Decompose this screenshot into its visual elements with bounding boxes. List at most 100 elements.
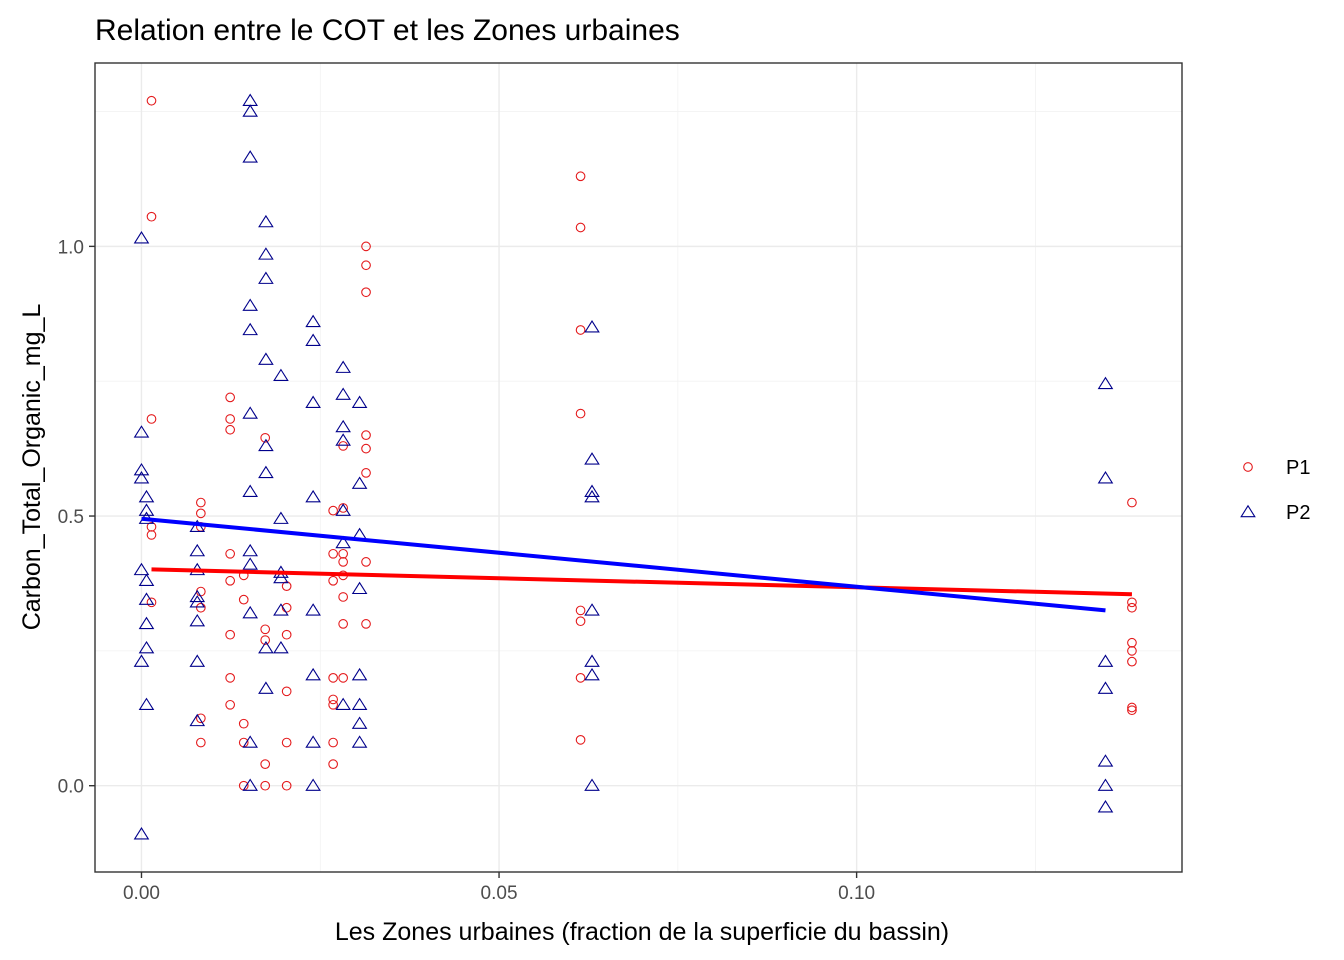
data-point-p2 (1097, 800, 1114, 813)
data-point-p2 (305, 489, 321, 503)
data-point-p2 (335, 433, 351, 446)
data-point-p2 (133, 562, 150, 576)
data-point-p2 (138, 697, 155, 711)
data-point-p1 (361, 260, 371, 271)
data-point-p2 (273, 640, 289, 654)
data-point-p2 (242, 298, 258, 311)
x-axis-title: Les Zones urbaines (fraction de la super… (335, 918, 949, 946)
data-point-p1 (225, 672, 236, 683)
data-point-p1 (225, 392, 236, 403)
data-point-p2 (258, 465, 274, 479)
data-point-p2 (584, 667, 600, 681)
data-point-p2 (133, 231, 150, 244)
data-point-p1 (361, 468, 371, 478)
data-point-p1 (575, 408, 586, 419)
data-point-p1 (575, 325, 586, 335)
data-point-p1 (361, 557, 371, 567)
data-point-p2 (242, 735, 258, 748)
data-point-p2 (258, 214, 274, 228)
data-point-p2 (242, 605, 258, 619)
data-point-p2 (584, 654, 600, 667)
data-point-p1 (146, 95, 157, 106)
data-point-p2 (189, 654, 206, 667)
data-point-p2 (351, 581, 368, 595)
data-point-p1 (1127, 646, 1137, 656)
data-point-p1 (260, 780, 271, 791)
data-point-p2 (273, 368, 289, 382)
y-tick-label: 0.0 (58, 777, 84, 798)
data-point-p2 (351, 735, 368, 748)
data-point-p2 (258, 352, 274, 365)
data-point-p2 (242, 484, 258, 497)
data-point-p1 (1127, 702, 1137, 713)
data-point-p1 (575, 605, 586, 616)
data-point-p1 (328, 575, 338, 586)
data-point-p1 (260, 432, 271, 443)
data-point-p1 (225, 548, 236, 559)
data-point-p2 (335, 697, 351, 711)
data-point-p2 (273, 570, 289, 584)
data-point-p2 (584, 452, 600, 465)
data-point-p2 (189, 613, 206, 627)
data-point-p2 (138, 616, 155, 630)
trend-line-p2 (141, 516, 1106, 613)
data-point-p2 (138, 592, 155, 605)
data-point-p2 (242, 406, 258, 419)
data-point-p2 (584, 778, 600, 791)
data-points (133, 93, 1137, 840)
data-point-p2 (242, 150, 258, 163)
data-point-p1 (281, 686, 292, 697)
data-point-p2 (351, 716, 368, 729)
legend-label-p2: P2 (1286, 502, 1310, 524)
data-point-p2 (242, 557, 258, 570)
data-point-p2 (584, 320, 600, 333)
data-point-p2 (258, 640, 274, 654)
grid (95, 63, 1182, 872)
data-point-p2 (351, 476, 368, 489)
data-point-p2 (189, 543, 206, 557)
data-point-p2 (258, 247, 274, 260)
y-tick-label: 0.5 (58, 507, 84, 528)
legend-key-p2 (1240, 504, 1256, 518)
data-point-p2 (335, 503, 351, 516)
data-point-p2 (584, 484, 600, 497)
axes: 0.00 0.05 0.10 0.0 0.5 1.0 (58, 237, 876, 904)
data-point-p1 (575, 171, 586, 182)
data-point-p1 (1127, 497, 1137, 508)
data-point-p1 (338, 441, 349, 451)
data-point-p2 (584, 489, 600, 503)
data-point-p2 (138, 640, 155, 654)
trend-line-p1 (151, 567, 1132, 597)
data-point-p2 (189, 713, 206, 727)
data-point-p2 (1097, 681, 1114, 694)
data-point-p2 (242, 322, 258, 336)
data-point-p1 (328, 548, 338, 559)
data-point-p2 (305, 735, 321, 748)
x-tick-label: 0.00 (123, 883, 160, 904)
y-axis-title: Carbon_Total_Organic_mg_L (18, 304, 46, 631)
data-point-p1 (328, 737, 338, 748)
data-point-p2 (133, 654, 150, 667)
data-point-p2 (1097, 376, 1114, 390)
data-point-p1 (338, 557, 349, 567)
data-point-p1 (328, 759, 338, 769)
data-point-p1 (195, 737, 206, 748)
x-tick-label: 0.10 (838, 883, 875, 904)
data-point-p2 (242, 93, 258, 106)
data-point-p2 (242, 778, 258, 791)
data-point-p1 (238, 718, 249, 729)
data-point-p2 (258, 271, 274, 284)
data-point-p1 (575, 616, 586, 627)
data-point-p2 (138, 573, 155, 586)
data-point-p1 (195, 497, 206, 508)
data-point-p1 (575, 222, 586, 233)
data-point-p1 (260, 635, 271, 645)
trend-lines (141, 516, 1132, 613)
data-point-p1 (260, 759, 271, 769)
data-point-p2 (351, 395, 368, 408)
data-point-p2 (305, 667, 321, 681)
data-point-p2 (133, 462, 150, 476)
chart-title: Relation entre le COT et les Zones urbai… (95, 14, 680, 47)
data-point-p2 (258, 681, 274, 694)
data-point-p2 (242, 543, 258, 557)
